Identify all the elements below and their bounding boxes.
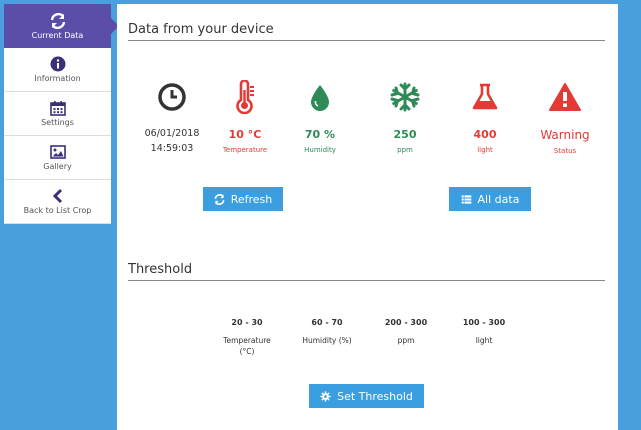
- temperature-label: Temperature: [222, 146, 268, 154]
- sidebar-item-label: Gallery: [43, 162, 72, 171]
- threshold-humidity: 60 - 70 Humidity (%): [292, 318, 362, 346]
- sidebar-item-label: Information: [34, 74, 81, 83]
- set-threshold-button[interactable]: Set Threshold: [309, 384, 424, 408]
- threshold-temperature: 20 - 30 Temperature (°C): [212, 318, 282, 358]
- threshold-unit: Humidity (%): [302, 336, 352, 345]
- threshold-title: Threshold: [128, 262, 193, 277]
- snowflake-icon: [390, 82, 420, 112]
- droplet-icon: [311, 85, 329, 111]
- status-label: Status: [553, 147, 577, 155]
- datetime-metric: 06/01/2018 14:59:03: [127, 80, 217, 156]
- info-icon: [50, 56, 65, 72]
- thermometer-icon: [236, 80, 254, 114]
- image-icon: [49, 145, 66, 159]
- sidebar-item-information[interactable]: Information: [4, 48, 111, 92]
- refresh-icon: [214, 193, 225, 205]
- temperature-metric: 10 °C Temperature: [200, 80, 290, 154]
- calendar-icon: [49, 101, 66, 116]
- threshold-range: 100 - 300: [462, 318, 506, 327]
- chevron-left-icon: [52, 188, 62, 204]
- humidity-value: 70 %: [304, 128, 336, 141]
- light-value: 400: [473, 128, 497, 141]
- threshold-light: 100 - 300 light: [449, 318, 519, 346]
- set-threshold-button-label: Set Threshold: [337, 389, 413, 403]
- main-panel: Data from your device 06/01/2018 14:59:0…: [117, 4, 618, 430]
- warning-icon: [549, 83, 581, 111]
- threshold-range: 200 - 300: [384, 318, 428, 327]
- refresh-icon: [50, 12, 65, 29]
- clock-icon: [158, 83, 186, 111]
- sidebar-item-gallery[interactable]: Gallery: [4, 136, 111, 180]
- sidebar-item-label: Settings: [41, 118, 74, 127]
- ppm-label: ppm: [397, 146, 413, 154]
- sidebar-item-label: Current Data: [31, 30, 84, 40]
- light-metric: 400 light: [440, 80, 530, 154]
- status-value: Warning: [540, 128, 590, 142]
- divider: [128, 40, 605, 41]
- refresh-button-label: Refresh: [230, 192, 273, 206]
- date-value: 06/01/2018: [144, 128, 200, 139]
- status-metric: Warning Status: [520, 80, 610, 155]
- threshold-unit: Temperature (°C): [223, 336, 271, 357]
- refresh-button[interactable]: Refresh: [203, 187, 283, 211]
- threshold-unit: light: [475, 336, 493, 345]
- device-title: Data from your device: [128, 22, 274, 37]
- threshold-ppm: 200 - 300 ppm: [371, 318, 441, 346]
- threshold-unit: ppm: [397, 336, 415, 345]
- divider: [128, 280, 605, 281]
- humidity-label: Humidity: [304, 146, 336, 154]
- sidebar-item-back-to-list-crop[interactable]: Back to List Crop: [4, 180, 111, 224]
- list-icon: [461, 194, 471, 204]
- time-value: 14:59:03: [150, 143, 194, 155]
- ppm-value: 250: [393, 128, 417, 141]
- sidebar-item-current-data[interactable]: Current Data: [4, 4, 119, 48]
- sidebar-item-label: Back to List Crop: [23, 206, 92, 215]
- humidity-metric: 70 % Humidity: [275, 80, 365, 154]
- threshold-range: 60 - 70: [311, 318, 343, 327]
- sidebar-item-settings[interactable]: Settings: [4, 92, 111, 136]
- light-label: light: [477, 146, 493, 154]
- all-data-button[interactable]: All data: [449, 187, 531, 211]
- ppm-metric: 250 ppm: [360, 80, 450, 154]
- gear-icon: [320, 390, 331, 402]
- sidebar: Current Data Information Settings Galler…: [4, 4, 119, 224]
- all-data-button-label: All data: [477, 192, 520, 206]
- temperature-value: 10 °C: [228, 128, 262, 141]
- flask-icon: [472, 83, 498, 110]
- threshold-range: 20 - 30: [231, 318, 263, 327]
